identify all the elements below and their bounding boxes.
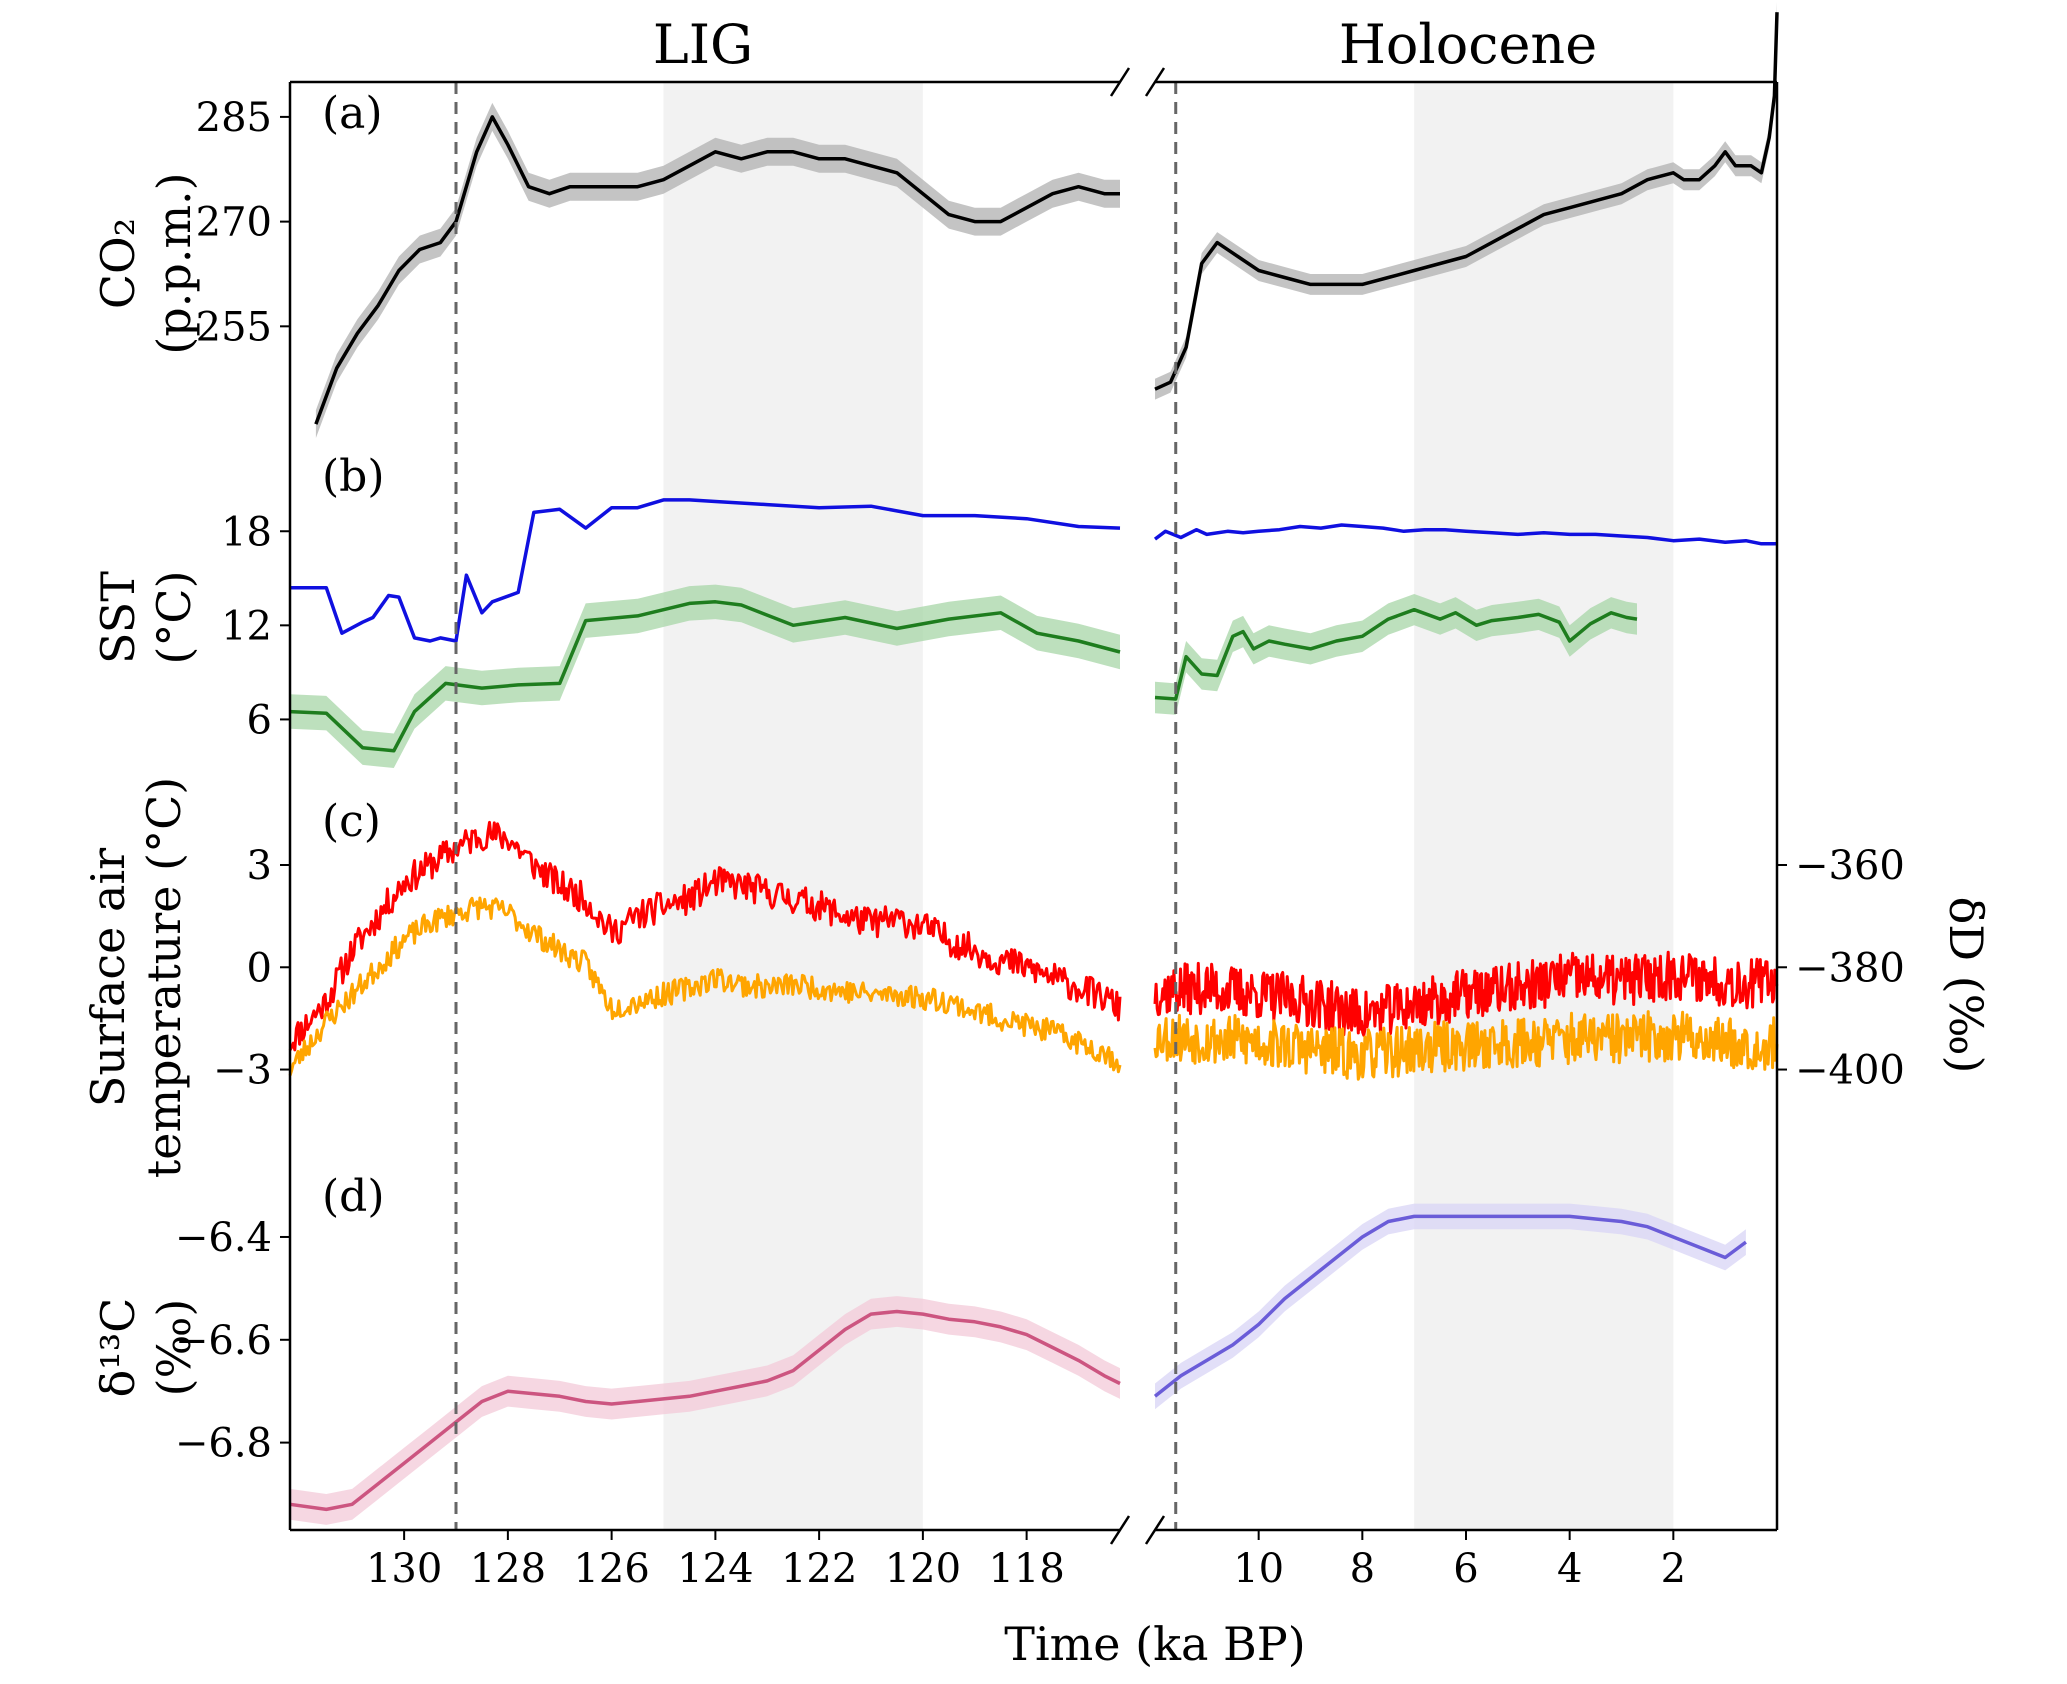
ytick-label-b-1: 12 — [221, 603, 272, 649]
shade-lig — [663, 82, 923, 1530]
ylabel-line-c-1: temperature (°C) — [137, 777, 191, 1178]
series-line-a-lig-0 — [314, 115, 1120, 425]
xtick-label-lig-6: 118 — [988, 1546, 1064, 1592]
ylabel-line-a-0: CO₂ — [91, 218, 145, 309]
x-axis-label: Time (ka BP) — [1004, 1617, 1305, 1671]
axis-break-mark-2 — [1144, 67, 1166, 97]
right-ylabel: δD (‰) — [1939, 897, 1993, 1074]
ytick-label-b-2: 18 — [221, 509, 272, 555]
shading-layer — [663, 82, 1674, 1530]
band-a-lig-0 — [315, 102, 1120, 439]
panel-label-c: (c) — [322, 796, 381, 847]
ytick-label-c-2: 3 — [247, 843, 272, 889]
right-ytick-label-2: −400 — [1795, 1048, 1905, 1094]
ylabel-line-b-0: SST — [91, 571, 145, 664]
title-holocene: Holocene — [1339, 13, 1597, 76]
series-line-c-lig-0 — [288, 820, 1122, 1052]
axes — [280, 67, 1787, 1545]
series-line-c-holo-3 — [1153, 1010, 1779, 1081]
ylabel-line-d-1: (‰) — [147, 1299, 201, 1397]
ytick-label-d-2: −6.8 — [175, 1421, 272, 1467]
series-line-d-lig-0 — [289, 1309, 1121, 1512]
series-line-c-lig-1 — [288, 896, 1122, 1077]
band-b-lig-1 — [290, 584, 1120, 768]
series-line-b-holo-3 — [1154, 607, 1638, 701]
axis-break-mark-0 — [1109, 67, 1131, 97]
band-b-holo-3 — [1155, 594, 1637, 715]
xtick-label-holo-0: 10 — [1233, 1546, 1284, 1592]
panel-label-b: (b) — [322, 451, 385, 502]
xtick-label-lig-3: 124 — [677, 1546, 753, 1592]
title-lig: LIG — [653, 13, 753, 76]
axis-break-mark-1 — [1109, 1515, 1131, 1545]
xtick-label-lig-5: 120 — [885, 1546, 961, 1592]
series-line-b-lig-1 — [289, 600, 1121, 753]
series-line-a-holo-1 — [1154, 12, 1779, 391]
band-d-holo-1 — [1155, 1203, 1746, 1410]
ylabel-line-d-0: δ¹³C — [91, 1298, 145, 1398]
panel-label-d: (d) — [322, 1171, 385, 1222]
ylabel-b: SST(°C) — [91, 570, 201, 664]
series-lines — [288, 12, 1779, 1512]
ylabel-c: Surface airtemperature (°C) — [81, 777, 191, 1178]
text-layer: LIG Holocene Time (ka BP) (a) 255 270 285 CO… — [81, 13, 1993, 1671]
ytick-label-d-1: −6.6 — [175, 1318, 272, 1364]
right-ytick-label-1: −380 — [1795, 945, 1905, 991]
ytick-label-a-1: 270 — [196, 200, 272, 246]
ytick-label-a-0: 255 — [196, 304, 272, 350]
axis-break-mark-3 — [1144, 1515, 1166, 1545]
xtick-label-lig-2: 126 — [573, 1546, 649, 1592]
xtick-label-holo-3: 4 — [1557, 1546, 1582, 1592]
ytick-label-d-0: −6.4 — [175, 1215, 272, 1261]
right-ytick-label-0: −360 — [1795, 843, 1905, 889]
series-line-d-holo-1 — [1153, 1214, 1747, 1398]
series-line-b-holo-2 — [1153, 523, 1777, 546]
ytick-label-b-0: 6 — [247, 697, 272, 743]
xtick-label-holo-4: 2 — [1661, 1546, 1686, 1592]
ylabel-line-b-1: (°C) — [147, 570, 201, 664]
ytick-label-c-0: −3 — [213, 1048, 272, 1094]
xtick-label-holo-2: 6 — [1453, 1546, 1478, 1592]
series-line-b-lig-0 — [290, 498, 1121, 643]
shade-holocene — [1414, 82, 1674, 1530]
series-line-c-holo-2 — [1153, 950, 1779, 1037]
ylabel-line-c-0: Surface air — [81, 848, 135, 1107]
dashed-markers — [454, 82, 1178, 1530]
xtick-label-holo-1: 8 — [1350, 1546, 1375, 1592]
ylabel-a: CO₂(p.p.m.) — [91, 172, 201, 354]
ytick-label-c-1: 0 — [247, 945, 272, 991]
xtick-label-lig-4: 122 — [781, 1546, 857, 1592]
xtick-label-lig-1: 128 — [470, 1546, 546, 1592]
ylabel-d: δ¹³C(‰) — [91, 1298, 201, 1398]
ylabel-line-a-1: (p.p.m.) — [147, 172, 201, 354]
panel-label-a: (a) — [322, 88, 383, 139]
xtick-label-lig-0: 130 — [366, 1546, 442, 1592]
ytick-label-a-2: 285 — [196, 95, 272, 141]
